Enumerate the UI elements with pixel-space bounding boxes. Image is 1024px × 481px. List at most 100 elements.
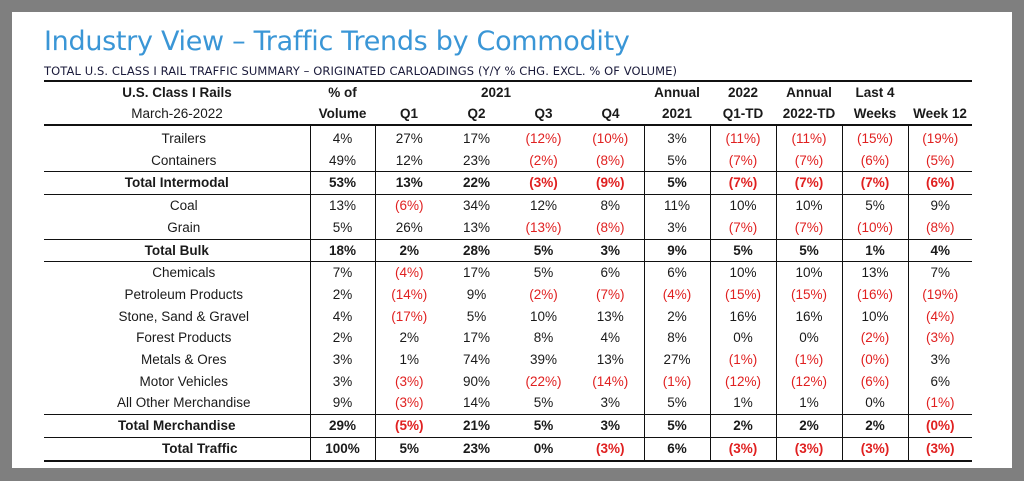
cell-value: (6%) (907, 171, 973, 195)
header-annual-2022-td: 2022-TD (776, 103, 843, 126)
cell-value: (6%) (841, 370, 909, 393)
subtitle-rule (44, 80, 972, 82)
cell-value: 4% (309, 125, 375, 150)
cell-value: 2% (643, 305, 711, 328)
cell-value: 5% (510, 238, 578, 262)
cell-value: 5% (709, 238, 777, 262)
header-q3: Q3 (510, 103, 578, 126)
cell-value: (7%) (775, 149, 843, 172)
cell-value: 5% (510, 414, 578, 438)
cell-value: 8% (643, 327, 711, 350)
row-label: Containers (151, 152, 217, 168)
header-q1: Q1 (375, 103, 443, 126)
cell-value: 10% (709, 261, 777, 284)
cell-value: 23% (462, 152, 491, 168)
row-label: Chemicals (44, 261, 310, 284)
cell-value: (7%) (709, 216, 777, 240)
cell-value: 4% (907, 238, 973, 262)
table-row: Trailers 4% 27% 17% (12%) (10%) 3% (11%) (11%) (1… (44, 125, 973, 150)
header-date: March-26-2022 (44, 103, 310, 126)
cell-value: 39% (529, 352, 558, 368)
page-title: Industry View – Traffic Trends by Commod… (44, 26, 630, 57)
cell-value: 6% (643, 436, 711, 462)
table-row: Metals & Ores 3% 1% 74% 39% 13% 27% (1%) (1%) (0%… (44, 349, 973, 371)
cell-value: 3% (907, 349, 973, 371)
cell-value: (13%) (525, 219, 562, 235)
table-row: Forest Products 2% 2% 17% 8% 4% 8% 0% 0% (2%) (3%) (44, 327, 973, 350)
cell-value: 17% (462, 131, 491, 146)
cell-value: 14% (462, 395, 491, 411)
header-last4-top: Last 4 (855, 85, 895, 100)
grand-total-row: Total Traffic 100% 5% 23% 0% (3%) 6% (3%) (3%) (3… (44, 436, 973, 462)
cell-value: 2% (841, 414, 909, 438)
cell-value: (4%) (907, 305, 973, 328)
cell-value: (3%) (374, 392, 443, 415)
cell-value: 5% (775, 238, 843, 262)
cell-value: (0%) (907, 414, 973, 438)
cell-value: (9%) (577, 171, 645, 195)
header-week-top (908, 82, 972, 103)
cell-value: 5% (309, 216, 375, 240)
cell-value: 2% (775, 414, 843, 438)
cell-value: 1% (841, 238, 909, 262)
cell-value: 10% (529, 308, 558, 324)
cell-value: 3% (309, 349, 375, 371)
row-label: Total Bulk (44, 238, 310, 262)
cell-value: 17% (462, 330, 491, 346)
cell-value: 8% (577, 194, 645, 217)
cell-value: (7%) (709, 171, 777, 195)
cell-value: 9% (466, 286, 487, 302)
cell-value: 5% (643, 392, 711, 415)
cell-value: (8%) (596, 219, 625, 235)
table-row: Stone, Sand & Gravel 4% (17%) 5% 10% 13% 2% 16%… (44, 305, 973, 328)
cell-value: (4%) (374, 261, 443, 284)
table-row: Chemicals 7% (4%) 17% 5% 6% 6% 10% 10% 13% 7% (44, 261, 973, 284)
cell-value: 0% (510, 436, 578, 462)
cell-value: 0% (775, 327, 843, 350)
cell-value: (0%) (841, 349, 909, 371)
cell-value: 53% (309, 171, 375, 195)
cell-value: 100% (309, 436, 375, 462)
header-week-12: Week 12 (908, 103, 973, 126)
cell-value: (3%) (510, 171, 578, 195)
cell-value: 16% (775, 305, 843, 328)
row-label: Metals & Ores (140, 352, 227, 368)
cell-value: (12%) (775, 370, 843, 393)
cell-value: (5%) (907, 149, 973, 172)
header-volume: Volume (310, 103, 375, 126)
cell-value: 23% (443, 436, 510, 462)
cell-value: 12% (374, 149, 443, 172)
cell-value: 10% (841, 305, 909, 328)
cell-value: 13% (462, 219, 491, 235)
header-q1td-top: 2022 (727, 85, 759, 100)
cell-value: 3% (577, 414, 645, 438)
cell-value: (8%) (596, 152, 625, 168)
cell-value: (15%) (841, 125, 909, 150)
row-label: Coal (44, 194, 310, 217)
cell-value: (4%) (643, 283, 711, 306)
cell-value: 10% (709, 194, 777, 217)
row-label: Grain (167, 219, 201, 235)
cell-value: 5% (643, 149, 711, 172)
cell-value: 9% (643, 238, 711, 262)
cell-value: 2% (374, 327, 443, 350)
cell-value: (16%) (841, 283, 909, 306)
total-row: Total Intermodal 53% 13% 22% (3%) (9%) 5% (7%)(… (44, 171, 973, 195)
header-annual-2021: 2021 (644, 103, 711, 126)
cell-value: 5% (510, 261, 578, 284)
cell-value: 5% (643, 171, 711, 195)
cell-value: 2% (374, 238, 443, 262)
cell-value: (19%) (907, 283, 973, 306)
cell-value: (7%) (709, 149, 777, 172)
cell-value: 27% (643, 349, 711, 371)
cell-value: 0% (709, 327, 777, 350)
cell-value: 13% (596, 352, 624, 368)
row-label: Total Intermodal (44, 171, 310, 195)
table-row: Grain 5% 26% 13% (13%) (8%) 3% (7%) (7%) (10%) (8%… (44, 216, 973, 240)
cell-value: (7%) (775, 171, 843, 195)
cell-value: (11%) (775, 125, 843, 150)
cell-value: 3% (643, 125, 711, 150)
header-row-2: March-26-2022 Volume Q1 Q2 Q3 Q4 2021 Q1… (44, 103, 973, 126)
header-q1-td: Q1-TD (710, 103, 777, 126)
row-label: Trailers (161, 131, 206, 146)
